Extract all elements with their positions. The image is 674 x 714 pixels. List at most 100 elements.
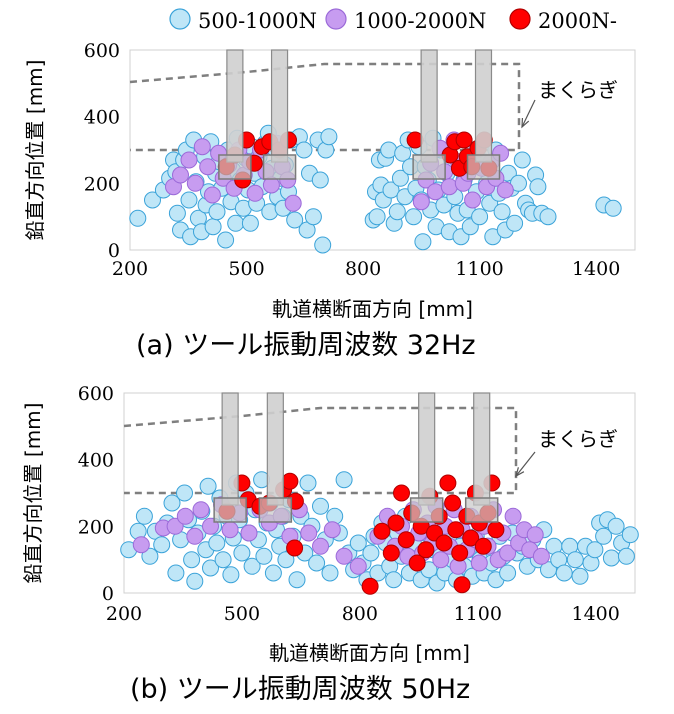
point-1-4	[186, 527, 204, 545]
point-0-10	[180, 191, 198, 209]
point-0-22	[208, 203, 226, 221]
x-tick-label-3: 1100	[454, 603, 502, 625]
point-0-8	[167, 564, 185, 582]
tool-tine-3	[473, 392, 491, 506]
point-2-18	[417, 541, 435, 559]
panel-caption: (b) ツール振動周波数 50Hz	[130, 674, 470, 705]
point-1-53	[532, 547, 550, 565]
point-0-111	[571, 567, 589, 585]
y-tick-label-1: 200	[84, 173, 120, 195]
point-0-22	[214, 551, 232, 569]
point-2-12	[387, 514, 405, 532]
tool-tine-0	[221, 392, 239, 506]
point-0-110	[566, 551, 584, 569]
tool-tine-1	[270, 49, 289, 163]
x-tick-label-4: 1400	[572, 258, 620, 280]
point-0-48	[299, 474, 317, 492]
y-tick-label-2: 400	[84, 107, 120, 129]
point-0-60	[314, 236, 332, 254]
point-1-17	[312, 537, 329, 555]
point-0-25	[217, 231, 235, 249]
point-1-19	[335, 547, 353, 565]
x-tick-label-2: 800	[342, 603, 378, 625]
point-0-0	[129, 209, 147, 227]
point-1-22	[412, 193, 430, 211]
tool-block-2	[409, 497, 444, 523]
x-tick-label-1: 500	[228, 258, 264, 280]
point-1-1	[172, 166, 189, 184]
point-0-45	[288, 571, 306, 589]
y-tick-label-0: 0	[108, 240, 120, 262]
point-1-33	[464, 191, 482, 209]
point-2-35	[487, 521, 505, 539]
point-0-65	[368, 208, 386, 226]
tool-block-0	[213, 497, 247, 523]
annotation-makuragi: まくらぎ	[538, 427, 618, 451]
y-tick-label-0: 0	[102, 583, 114, 605]
point-0-110	[493, 203, 511, 221]
point-1-32	[432, 551, 450, 569]
point-0-74	[391, 169, 409, 187]
point-1-21	[284, 194, 302, 212]
point-1-52	[526, 526, 544, 544]
x-tick-label-3: 1100	[455, 258, 503, 280]
point-2-10	[373, 522, 391, 540]
point-1-6	[203, 186, 221, 204]
point-2-14	[397, 531, 415, 549]
x-tick-label-2: 800	[345, 258, 381, 280]
annotation-arrowhead	[515, 467, 525, 478]
point-1-28	[440, 178, 458, 196]
point-0-54	[295, 141, 313, 159]
point-1-3	[186, 174, 204, 192]
x-axis-label: 軌道横断面方向 [mm]	[272, 297, 473, 321]
point-0-118	[602, 549, 620, 567]
point-0-108	[555, 564, 573, 582]
point-0-42	[277, 551, 295, 569]
point-0-52	[286, 211, 304, 229]
tool-tine-2	[418, 392, 436, 506]
tool-block-0	[218, 154, 252, 180]
y-axis-label: 鉛直方向位置 [mm]	[23, 60, 47, 241]
point-0-116	[595, 527, 613, 545]
point-0-62	[362, 544, 380, 562]
point-0-57	[304, 208, 322, 226]
point-1-40	[496, 181, 514, 199]
point-0-20	[208, 534, 226, 552]
tool-block-1	[258, 497, 293, 523]
point-0-1	[144, 191, 161, 209]
point-0-114	[506, 214, 524, 232]
y-tick-label-1: 200	[78, 516, 114, 538]
point-0-18	[202, 559, 219, 577]
point-0-125	[604, 199, 622, 217]
point-0-6	[168, 204, 186, 222]
point-2-26	[451, 544, 469, 562]
point-0-3	[141, 547, 159, 565]
point-1-0	[132, 536, 150, 554]
sleeper-outline	[123, 406, 518, 495]
point-0-103	[471, 208, 489, 226]
annotation-arrow	[521, 99, 536, 128]
point-0-59	[349, 534, 367, 552]
point-0-53	[321, 564, 339, 582]
point-0-20	[204, 218, 222, 236]
tool-block-1	[262, 154, 297, 180]
point-1-3	[176, 507, 194, 525]
point-1-2	[180, 151, 198, 169]
x-tick-label-0: 200	[112, 258, 148, 280]
point-0-2	[135, 507, 153, 525]
point-2-32	[474, 537, 492, 555]
point-1-5	[192, 501, 210, 519]
point-0-7	[163, 494, 181, 512]
point-2-16	[408, 554, 426, 572]
point-2-23	[439, 474, 457, 492]
x-tick-label-4: 1400	[572, 603, 620, 625]
point-0-121	[529, 178, 547, 196]
point-0-97	[499, 564, 517, 582]
point-0-50	[308, 554, 326, 572]
point-1-18	[323, 521, 341, 539]
point-0-38	[264, 564, 282, 582]
point-0-5	[153, 536, 171, 554]
point-1-20	[349, 557, 367, 575]
